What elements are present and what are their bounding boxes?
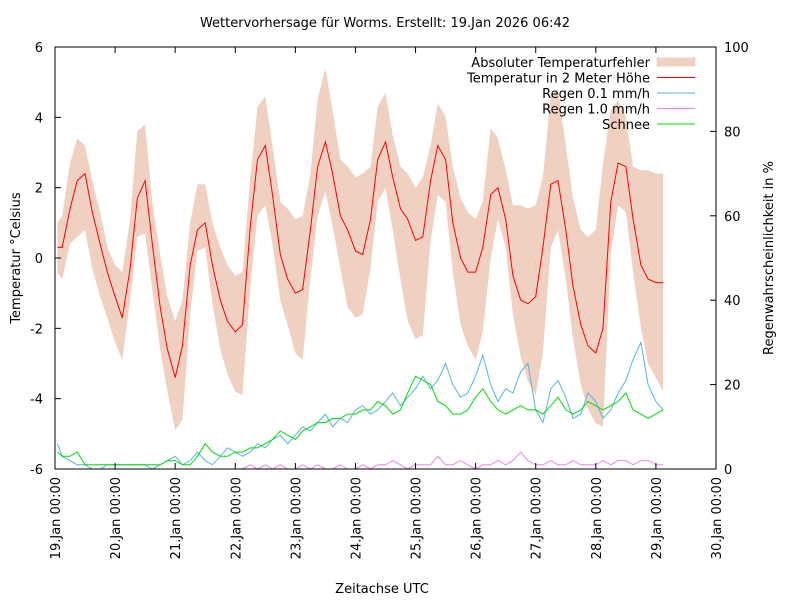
y2-axis-label: Regenwahrscheinlichkeit in % [762, 161, 777, 355]
y-tick-label: -2 [30, 322, 43, 337]
y-tick-label: 4 [35, 111, 43, 126]
legend-label-regen-1-0-mm-h: Regen 1.0 mm/h [542, 103, 650, 118]
legend-label-absoluter-temperaturfehler: Absoluter Temperaturfehler [471, 56, 650, 71]
y-tick-label: -6 [30, 463, 43, 478]
legend-label-schnee: Schnee [602, 118, 650, 133]
x-tick-label: 28.Jan 00:00 [590, 477, 605, 559]
y2-axis-ticks: 0 20 40 60 80 100 [710, 41, 749, 478]
x-tick-label: 23.Jan 00:00 [289, 477, 304, 559]
x-tick-label: 26.Jan 00:00 [470, 477, 485, 559]
x-tick-label: 24.Jan 00:00 [349, 477, 364, 559]
y2-tick-label: 20 [724, 379, 741, 394]
y2-tick-label: 100 [724, 41, 749, 56]
x-tick-label: 19.Jan 00:00 [49, 477, 64, 559]
y-tick-label: 2 [35, 182, 43, 197]
y-axis-label: Temperatur °Celsius [9, 192, 24, 325]
y2-tick-label: 60 [724, 210, 741, 225]
legend-label-temperatur-in-2-meter-h-he: Temperatur in 2 Meter Höhe [466, 72, 650, 87]
x-axis-label: Zeitachse UTC [335, 582, 429, 597]
legend-label-regen-0-1-mm-h: Regen 0.1 mm/h [542, 87, 650, 102]
temperature-error-band-layer [57, 68, 664, 431]
x-tick-label: 25.Jan 00:00 [410, 477, 425, 559]
x-tick-label: 22.Jan 00:00 [229, 477, 244, 559]
y2-tick-label: 40 [724, 294, 741, 309]
chart-title: Wettervorhersage für Worms. Erstellt: 19… [200, 16, 570, 31]
x-tick-label: 27.Jan 00:00 [530, 477, 545, 559]
x-tick-label: 29.Jan 00:00 [650, 477, 665, 559]
series-line-regen-0-1-mm-h [56, 340, 664, 470]
y-tick-label: -4 [30, 393, 43, 408]
series-line-temperatur-in-2-meter-h-he [57, 139, 664, 378]
y-axis-ticks: -6 -4 -2 0 2 4 6 [30, 41, 61, 478]
temperature-error-band [57, 68, 664, 431]
x-tick-label: 20.Jan 00:00 [109, 477, 124, 559]
series-line-schnee [57, 375, 664, 466]
x-tick-label: 21.Jan 00:00 [169, 477, 184, 559]
x-axis-ticks: 19.Jan 00:00 20.Jan 00:00 21.Jan 00:00 22.J… [49, 47, 725, 559]
x-tick-label: 30.Jan 00:00 [710, 477, 725, 559]
y-tick-label: 0 [35, 252, 43, 267]
legend-swatch-absoluter-temperaturfehler [656, 57, 696, 67]
y-tick-label: 6 [35, 41, 43, 56]
y2-tick-label: 80 [724, 125, 741, 140]
y2-tick-label: 0 [724, 463, 732, 478]
